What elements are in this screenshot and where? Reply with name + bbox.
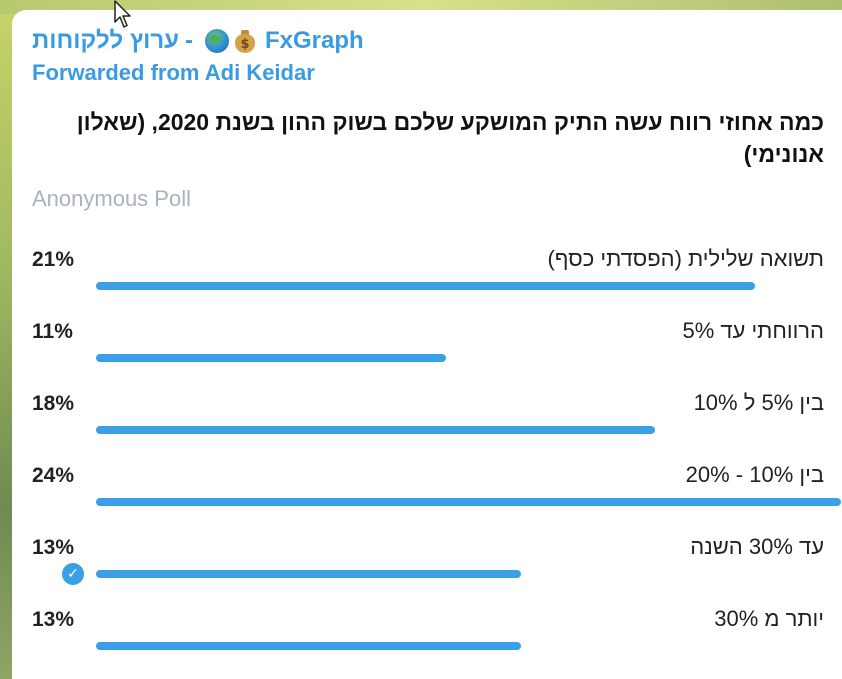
poll-option-label: הרווחתי עד 5% — [682, 318, 824, 343]
channel-brand-name: FxGraph — [264, 27, 364, 54]
poll-option[interactable]: 13% עד 30% השנה ✓ — [12, 530, 842, 590]
poll-option-label: תשואה שלילית (הפסדתי כסף) — [547, 246, 824, 271]
forwarded-from-link[interactable]: Forwarded from Adi Keidar — [32, 60, 315, 85]
channel-separator: - — [184, 27, 193, 54]
poll-option-percent: 13% — [32, 608, 75, 631]
channel-hebrew-name: ערוץ ללקוחות — [32, 27, 179, 54]
poll-option-percent: 13% — [32, 536, 75, 559]
poll-type-label: Anonymous Poll — [32, 186, 191, 211]
poll-option-bar — [96, 354, 446, 362]
poll-question: כמה אחוזי רווח עשה התיק המושקע שלכם בשוק… — [76, 109, 824, 167]
poll-option-label: עד 30% השנה — [690, 534, 824, 559]
poll-option-bar — [96, 426, 655, 434]
poll-option[interactable]: 18% בין 5% ל 10% — [12, 386, 842, 446]
poll-message-bubble[interactable]: ערוץ ללקוחות - $ FxGraph Forwarded from … — [12, 10, 842, 679]
poll-option[interactable]: 24% בין 10% - 20% — [12, 458, 842, 518]
poll-option-bar — [96, 642, 521, 650]
poll-option-bar — [96, 498, 841, 506]
poll-option-label: בין 5% ל 10% — [693, 390, 824, 415]
poll-option-label: בין 10% - 20% — [685, 462, 824, 487]
channel-emoji-group: $ — [204, 29, 257, 53]
poll-option-label: יותר מ 30% — [714, 606, 824, 631]
poll-option-percent: 21% — [32, 248, 75, 271]
poll-option-percent: 24% — [32, 464, 75, 487]
channel-name-link[interactable]: ערוץ ללקוחות - $ FxGraph — [32, 24, 822, 58]
message-header: ערוץ ללקוחות - $ FxGraph Forwarded from … — [32, 24, 822, 88]
poll-option-bar — [96, 570, 521, 578]
poll-option-bar — [96, 282, 755, 290]
poll-option[interactable]: 13% יותר מ 30% — [12, 602, 842, 662]
poll-option[interactable]: 11% הרווחתי עד 5% — [12, 314, 842, 374]
poll-option-percent: 18% — [32, 392, 75, 415]
selected-check-icon: ✓ — [62, 563, 84, 585]
money-bag-icon: $ — [233, 29, 257, 53]
globe-icon — [204, 29, 229, 53]
poll-option-percent: 11% — [32, 320, 73, 343]
mouse-cursor-icon — [114, 0, 131, 28]
poll-option[interactable]: 21% תשואה שלילית (הפסדתי כסף) — [12, 242, 842, 302]
